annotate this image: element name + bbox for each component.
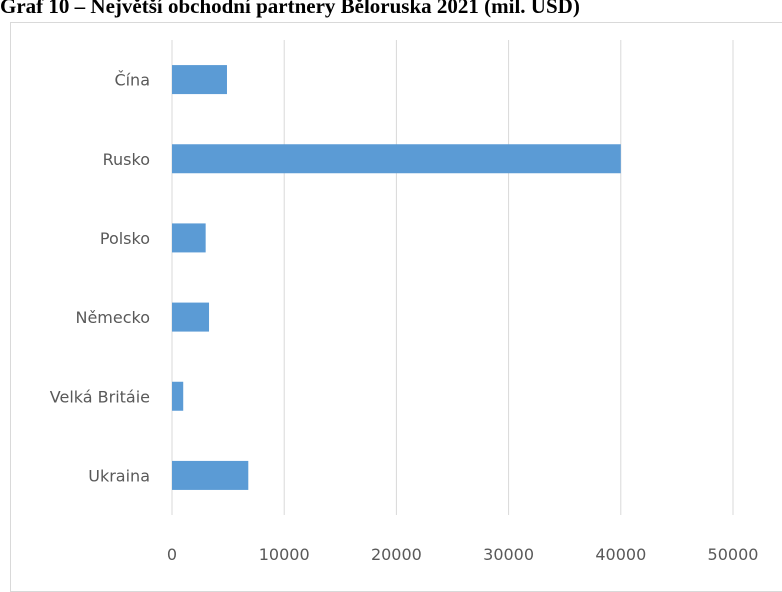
category-label: Velká Britáie — [50, 387, 150, 406]
chart-title: Graf 10 – Největší obchodní partnery Běl… — [0, 0, 580, 18]
bar — [172, 65, 227, 95]
bar — [172, 302, 210, 332]
x-tick-label: 50000 — [708, 545, 759, 564]
x-tick-label: 40000 — [595, 545, 646, 564]
bar — [172, 460, 249, 490]
bars — [172, 65, 621, 490]
x-tick-label: 30000 — [483, 545, 534, 564]
x-tick-label: 20000 — [371, 545, 422, 564]
bar — [172, 223, 206, 253]
x-tick-label: 0 — [167, 545, 177, 564]
bar — [172, 381, 184, 411]
grid-lines — [171, 40, 734, 515]
bar — [172, 144, 621, 174]
tick-labels: 0 10000 20000 30000 40000 50000 — [167, 545, 759, 564]
category-labels: Čína Rusko Polsko Německo Velká Britáie Ukrai… — [50, 71, 150, 486]
category-label: Ukraina — [88, 466, 150, 485]
category-label: Německo — [75, 308, 150, 327]
category-label: Čína — [114, 71, 150, 90]
category-label: Rusko — [103, 150, 150, 169]
category-label: Polsko — [100, 229, 150, 248]
x-tick-label: 10000 — [259, 545, 310, 564]
